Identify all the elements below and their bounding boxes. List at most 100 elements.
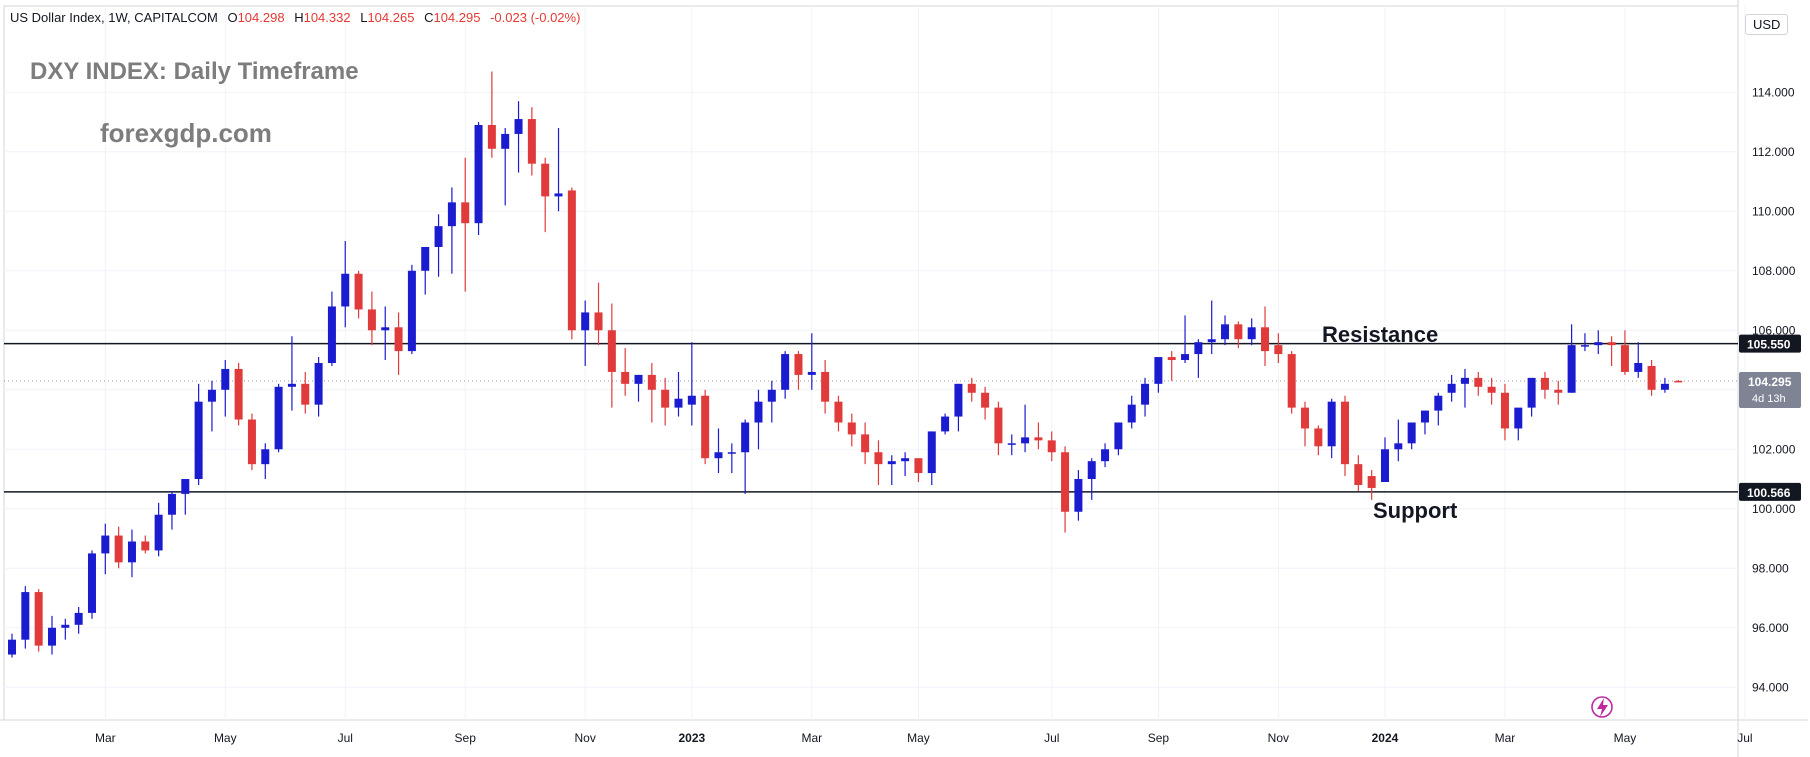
candle: [1341, 395, 1349, 477]
candle: [1194, 339, 1203, 378]
candle: [1354, 455, 1363, 491]
candle: [1487, 377, 1496, 405]
candle: [1061, 446, 1070, 533]
candle-body: [607, 330, 616, 372]
candle: [127, 529, 136, 578]
candle: [1114, 422, 1123, 456]
candle-body: [301, 383, 310, 405]
candle-body: [101, 535, 110, 554]
x-tick-label: Jul: [338, 731, 353, 745]
candle-body: [1580, 345, 1589, 347]
candle: [674, 371, 683, 417]
candle: [607, 303, 616, 408]
candle: [1154, 357, 1163, 393]
candle: [354, 270, 363, 319]
candle: [501, 127, 510, 206]
candle-body: [847, 422, 856, 435]
candle: [181, 479, 190, 515]
candle: [1580, 333, 1589, 352]
candle-body: [981, 392, 990, 408]
candle: [1087, 458, 1096, 500]
candle: [407, 264, 416, 355]
candle: [1021, 404, 1030, 453]
candle-body: [754, 401, 763, 423]
candle-body: [21, 592, 30, 640]
candle: [781, 351, 790, 399]
candle-body: [807, 371, 816, 375]
candle-body: [1554, 389, 1563, 393]
candle: [821, 360, 830, 414]
x-tick-label: 2024: [1372, 731, 1399, 745]
candle-body: [1207, 339, 1216, 343]
candle: [994, 401, 1003, 456]
candle: [34, 589, 43, 652]
candle: [741, 419, 750, 494]
candle-body: [1114, 422, 1123, 450]
candle-body: [1141, 383, 1150, 405]
candle: [954, 383, 963, 432]
candle-body: [501, 133, 510, 149]
candle-body: [1021, 437, 1030, 444]
x-tick-label: 2023: [678, 731, 705, 745]
candle: [8, 633, 16, 658]
candle-body: [47, 627, 56, 646]
candle: [1394, 419, 1403, 462]
candle-body: [621, 371, 630, 384]
candle-body: [1367, 476, 1376, 488]
candle-body: [1434, 395, 1443, 411]
candle: [981, 386, 990, 420]
candle: [1047, 431, 1056, 462]
candle: [901, 452, 910, 477]
currency-button[interactable]: USD: [1745, 14, 1789, 35]
candle-body: [834, 401, 843, 423]
x-tick-label: Mar: [1495, 731, 1516, 745]
chart-overlay-title: DXY INDEX: Daily Timeframe: [30, 58, 359, 85]
open-value: 104.298: [237, 10, 285, 25]
candle-body: [1394, 443, 1403, 450]
candle: [1567, 324, 1576, 393]
support-tag: 100.566: [1747, 486, 1791, 500]
x-tick-label: May: [214, 731, 237, 745]
candle-body: [821, 371, 830, 402]
candle-body: [1634, 363, 1643, 372]
high-value: 104.332: [303, 10, 351, 25]
candle-body: [661, 389, 670, 408]
candle-body: [1234, 324, 1243, 340]
candle-body: [487, 125, 496, 149]
candle: [1434, 392, 1443, 426]
current-price-tag: 104.295: [1748, 375, 1792, 389]
candle-body: [687, 395, 696, 405]
x-tick-label: Jul: [1044, 731, 1059, 745]
candle-body: [634, 374, 643, 384]
candle: [61, 618, 70, 640]
candle-body: [1647, 365, 1656, 390]
candle-body: [567, 190, 576, 331]
candle-body: [527, 119, 536, 164]
candle-body: [514, 119, 523, 134]
candle-body: [1341, 401, 1349, 465]
candle-body: [1287, 354, 1296, 408]
candle-body: [87, 553, 96, 613]
candle-body: [674, 398, 683, 408]
candle-body: [581, 312, 590, 331]
instrument-name[interactable]: US Dollar Index, 1W, CAPITALCOM: [10, 10, 218, 25]
current-price-tag-bg: [1739, 371, 1801, 408]
candle: [754, 389, 763, 450]
candle: [1420, 410, 1429, 435]
candle: [514, 101, 523, 173]
x-tick-label: Sep: [455, 731, 477, 745]
candle: [1207, 300, 1216, 355]
y-tick-label: 106.000: [1752, 323, 1796, 337]
candle: [807, 333, 816, 390]
x-tick-label: Mar: [801, 731, 822, 745]
bolt-icon[interactable]: [1591, 696, 1613, 718]
y-tick-label: 108.000: [1752, 264, 1796, 278]
candles: [8, 71, 1683, 658]
candle-body: [1514, 407, 1523, 429]
candle: [1594, 330, 1603, 355]
candle-body: [874, 452, 883, 465]
candle-body: [1167, 357, 1176, 361]
candle-body: [1607, 342, 1616, 346]
